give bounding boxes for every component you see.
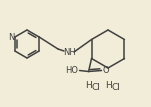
Text: HO: HO — [66, 66, 79, 75]
Text: Cl: Cl — [92, 83, 100, 92]
Text: O: O — [103, 66, 109, 75]
Text: H: H — [85, 82, 91, 91]
Text: Cl: Cl — [112, 83, 120, 92]
Text: N: N — [8, 33, 14, 42]
Text: NH: NH — [63, 48, 75, 56]
Text: H: H — [105, 82, 111, 91]
